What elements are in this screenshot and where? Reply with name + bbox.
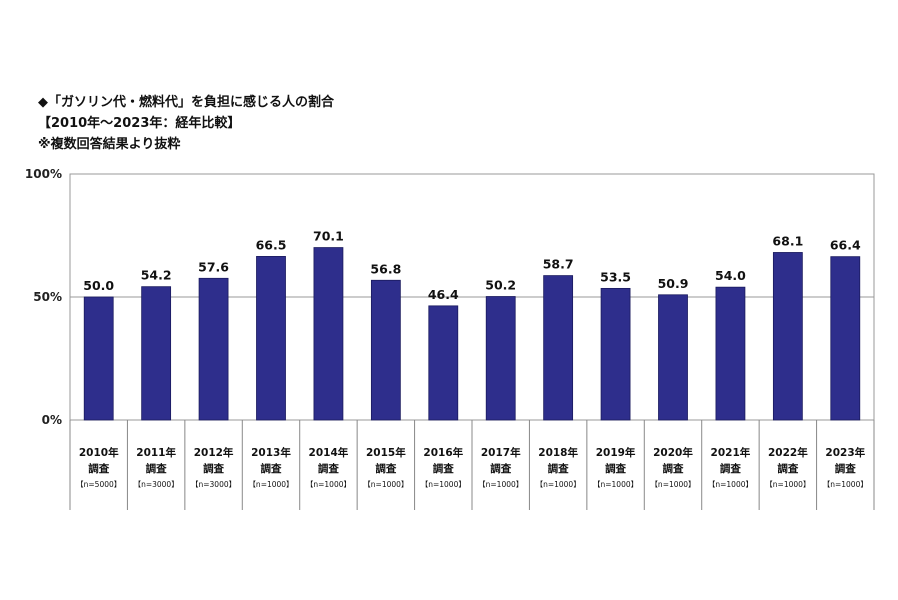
y-tick-label: 100%	[25, 167, 62, 181]
bar	[198, 277, 229, 421]
x-tick-label-sample-size: 【n=5000】	[76, 480, 121, 489]
x-tick-label-survey: 調査	[203, 462, 224, 475]
chart-note: ※複数回答結果より抜粋	[38, 137, 181, 152]
x-tick-label-year: 2014年	[309, 446, 349, 459]
x-tick-label-year: 2015年	[366, 446, 406, 459]
bar	[370, 279, 401, 421]
bar-value-label: 70.1	[313, 229, 344, 244]
x-tick-label-sample-size: 【n=1000】	[306, 480, 351, 489]
x-tick-label-survey: 調査	[777, 462, 798, 475]
x-tick-label-survey: 調査	[318, 462, 339, 475]
bar	[485, 296, 516, 421]
x-tick-label-year: 2017年	[481, 446, 521, 459]
bar-value-label: 66.4	[830, 238, 861, 253]
x-tick-label-year: 2023年	[825, 446, 865, 459]
chart-titles: ◆「ガソリン代・燃料代」を負担に感じる人の割合 【2010年～2023年：経年比…	[38, 92, 334, 155]
x-tick-label-survey: 調査	[548, 462, 569, 475]
x-tick-label-survey: 調査	[88, 462, 109, 475]
chart-title: ◆「ガソリン代・燃料代」を負担に感じる人の割合	[38, 95, 334, 110]
x-tick-label-year: 2018年	[538, 446, 578, 459]
bar	[772, 252, 803, 421]
x-tick-label-sample-size: 【n=1000】	[823, 480, 868, 489]
x-tick-label-survey: 調査	[490, 462, 511, 475]
x-tick-label-sample-size: 【n=1000】	[708, 480, 753, 489]
x-tick-label-year: 2020年	[653, 446, 693, 459]
x-tick-label-sample-size: 【n=3000】	[191, 480, 236, 489]
x-tick-label-sample-size: 【n=3000】	[134, 480, 179, 489]
x-tick-label-year: 2013年	[251, 446, 291, 459]
bar	[428, 305, 459, 421]
bar-value-label: 50.9	[658, 276, 689, 291]
x-tick-label-sample-size: 【n=1000】	[650, 480, 695, 489]
x-tick-label-year: 2022年	[768, 446, 808, 459]
x-tick-label-sample-size: 【n=1000】	[421, 480, 466, 489]
bar-value-label: 54.2	[141, 268, 172, 283]
x-tick-label-sample-size: 【n=1000】	[536, 480, 581, 489]
x-tick-label-year: 2016年	[423, 446, 463, 459]
bar-value-label: 50.0	[83, 278, 114, 293]
bar-value-label: 58.7	[543, 257, 574, 272]
x-tick-label-survey: 調査	[605, 462, 626, 475]
x-tick-label-sample-size: 【n=1000】	[478, 480, 523, 489]
bar	[658, 294, 688, 421]
bar-value-label: 50.2	[485, 278, 516, 293]
bar	[256, 256, 286, 421]
bar-value-label: 53.5	[600, 269, 631, 284]
y-tick-label: 0%	[42, 413, 62, 427]
bar-value-label: 54.0	[715, 268, 746, 283]
x-tick-label-survey: 調査	[663, 462, 684, 475]
x-tick-label-sample-size: 【n=1000】	[593, 480, 638, 489]
x-tick-label-survey: 調査	[720, 462, 741, 475]
x-tick-label-year: 2011年	[136, 446, 176, 459]
x-tick-label-year: 2019年	[596, 446, 636, 459]
bar	[543, 275, 574, 421]
bar-value-label: 68.1	[772, 233, 803, 248]
y-tick-label: 50%	[33, 290, 62, 304]
x-tick-label-survey: 調査	[146, 462, 167, 475]
x-tick-label-survey: 調査	[261, 462, 282, 475]
bar-value-label: 56.8	[370, 261, 401, 276]
bar	[830, 256, 861, 421]
x-tick-label-sample-size: 【n=1000】	[363, 480, 408, 489]
x-tick-label-survey: 調査	[433, 462, 454, 475]
x-tick-label-year: 2012年	[194, 446, 234, 459]
x-tick-label-survey: 調査	[375, 462, 396, 475]
bar	[313, 247, 344, 421]
bar-value-label: 66.5	[256, 237, 287, 252]
bar	[600, 287, 631, 421]
x-tick-label-survey: 調査	[835, 462, 856, 475]
bar	[715, 286, 746, 421]
x-tick-label-year: 2010年	[79, 446, 119, 459]
bar-value-label: 57.6	[198, 259, 229, 274]
x-tick-label-sample-size: 【n=1000】	[248, 480, 293, 489]
bar-value-label: 46.4	[428, 287, 459, 302]
bar	[141, 286, 172, 421]
bar	[83, 296, 114, 421]
x-tick-label-year: 2021年	[711, 446, 751, 459]
chart-period: 【2010年～2023年：経年比較】	[38, 116, 241, 131]
x-tick-label-sample-size: 【n=1000】	[765, 480, 810, 489]
